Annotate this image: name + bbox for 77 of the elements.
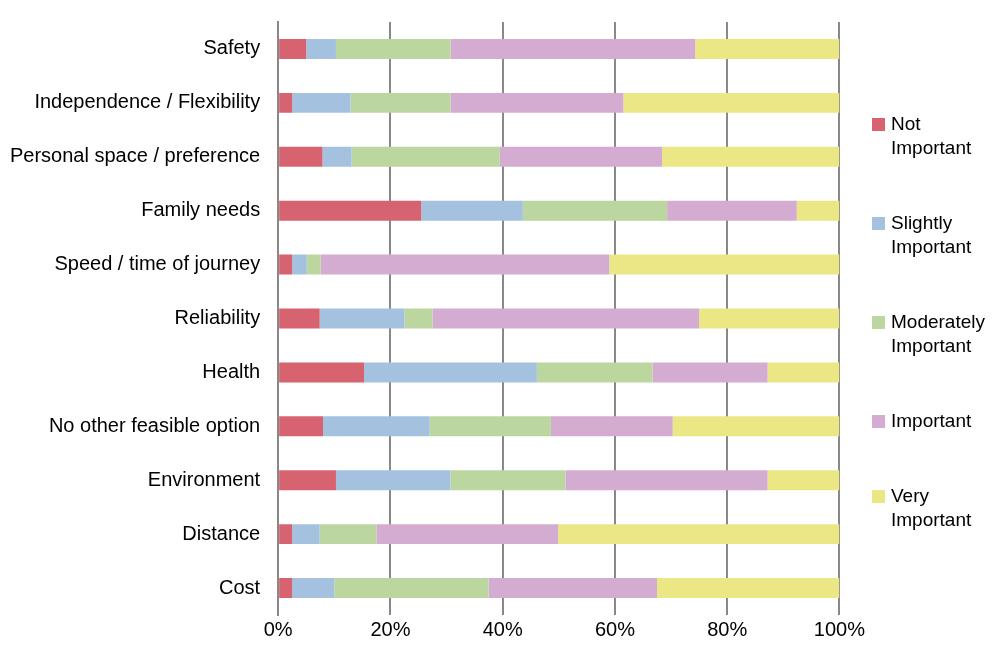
y-tick-label: No other feasible option bbox=[48, 413, 261, 436]
bar bbox=[623, 92, 840, 113]
bar bbox=[279, 146, 323, 167]
bar bbox=[488, 578, 658, 599]
bar bbox=[279, 200, 422, 221]
bar bbox=[432, 308, 700, 329]
bar bbox=[565, 470, 768, 491]
bar bbox=[429, 416, 551, 437]
bar bbox=[279, 416, 324, 437]
bar bbox=[767, 470, 840, 491]
bar bbox=[662, 146, 840, 167]
legend-label: Important bbox=[891, 409, 973, 433]
y-tick-label: Environment bbox=[147, 467, 261, 490]
bar bbox=[350, 92, 451, 113]
bar bbox=[279, 254, 293, 275]
bar bbox=[450, 470, 566, 491]
y-tick-label: Speed / time of journey bbox=[54, 252, 261, 275]
bar bbox=[796, 200, 840, 221]
x-tick-label: 20% bbox=[370, 617, 411, 640]
y-tick-label: Health bbox=[202, 359, 261, 382]
bar bbox=[279, 308, 320, 329]
bar bbox=[499, 146, 663, 167]
bar bbox=[306, 254, 321, 275]
bar bbox=[334, 578, 489, 599]
bar bbox=[376, 524, 559, 545]
bar bbox=[279, 92, 293, 113]
legend-label: Very Important bbox=[891, 484, 973, 532]
legend-label: Slightly Important bbox=[891, 211, 973, 259]
bar bbox=[558, 524, 840, 545]
x-tick-label: 80% bbox=[707, 617, 748, 640]
y-tick-label: Safety bbox=[203, 36, 261, 59]
bar bbox=[319, 524, 377, 545]
bar bbox=[450, 38, 696, 59]
bar bbox=[322, 146, 352, 167]
bar bbox=[421, 200, 523, 221]
bar bbox=[657, 578, 840, 599]
bar bbox=[550, 416, 673, 437]
bar bbox=[667, 200, 797, 221]
y-tick-label: Family needs bbox=[141, 198, 261, 221]
bar bbox=[695, 38, 840, 59]
bar bbox=[279, 470, 336, 491]
x-tick-label: 40% bbox=[482, 617, 523, 640]
y-tick-label: Personal space / preference bbox=[9, 144, 261, 167]
y-tick-label: Distance bbox=[182, 521, 261, 544]
bar bbox=[320, 254, 610, 275]
bar bbox=[292, 254, 307, 275]
bar bbox=[306, 38, 336, 59]
bar bbox=[351, 146, 500, 167]
y-tick-label: Cost bbox=[219, 575, 261, 598]
bar bbox=[404, 308, 433, 329]
bar bbox=[536, 362, 653, 383]
bar bbox=[279, 524, 293, 545]
x-tick-label: 100% bbox=[813, 617, 866, 640]
bar bbox=[672, 416, 840, 437]
bar bbox=[522, 200, 668, 221]
bar bbox=[319, 308, 405, 329]
bar bbox=[450, 92, 624, 113]
y-tick-label: Reliability bbox=[174, 306, 261, 329]
bar bbox=[292, 524, 320, 545]
bar bbox=[364, 362, 537, 383]
bar bbox=[652, 362, 768, 383]
y-tick-label: Independence / Flexibility bbox=[34, 90, 261, 113]
legend-label: Moderately Important bbox=[891, 310, 986, 358]
bar bbox=[335, 470, 451, 491]
bar bbox=[323, 416, 430, 437]
bar bbox=[699, 308, 840, 329]
bar bbox=[292, 578, 335, 599]
bar bbox=[292, 92, 351, 113]
bar bbox=[279, 578, 293, 599]
bar bbox=[335, 38, 451, 59]
x-tick-label: 60% bbox=[594, 617, 636, 640]
bar bbox=[279, 38, 307, 59]
bar bbox=[279, 362, 365, 383]
legend-label: Not Important bbox=[891, 112, 973, 160]
bar bbox=[609, 254, 840, 275]
bar bbox=[767, 362, 840, 383]
x-tick-label: 0% bbox=[263, 617, 293, 640]
